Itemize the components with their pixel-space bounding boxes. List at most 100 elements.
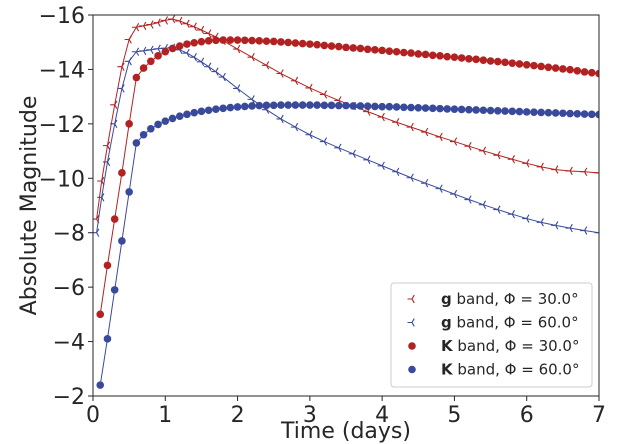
series-3-point xyxy=(168,114,177,123)
series-2-point xyxy=(414,50,423,58)
series-3-point xyxy=(544,108,553,117)
series-0-point xyxy=(182,19,190,28)
series-2-point xyxy=(320,41,329,50)
series-2-point xyxy=(248,36,256,45)
series-2-point xyxy=(436,52,444,60)
series-3-point xyxy=(494,106,502,115)
legend-marker-tri xyxy=(407,294,415,304)
series-0-point-stroke xyxy=(580,167,588,176)
y-axis-label: Absolute Magnitude xyxy=(17,96,42,316)
series-0-point-stroke xyxy=(565,166,573,176)
series-0-point xyxy=(449,137,458,146)
series-0-point-stroke xyxy=(435,132,443,142)
legend-label-text: band, Φ = 60.0° xyxy=(452,314,579,332)
series-2-point xyxy=(349,44,358,52)
series-1-point-stroke xyxy=(363,155,371,164)
series-3-point xyxy=(472,106,480,114)
series-3-point xyxy=(291,101,300,109)
series-2-point xyxy=(580,68,589,76)
series-1-point-stroke xyxy=(102,157,111,167)
series-2-point xyxy=(385,47,394,55)
series-0-point-stroke xyxy=(146,20,154,29)
series-2-point xyxy=(530,61,538,70)
series-3-point xyxy=(559,109,567,118)
series-1-point-stroke xyxy=(507,210,515,219)
series-0-point-stroke xyxy=(493,150,501,160)
series-0-point-stroke xyxy=(182,19,190,28)
series-1-point xyxy=(334,143,342,152)
series-0-point xyxy=(124,35,132,44)
series-0-point xyxy=(261,61,270,70)
series-2-point xyxy=(421,50,430,59)
series-2-point xyxy=(392,47,401,56)
legend-marker-tri-stroke xyxy=(407,294,415,304)
series-2-point xyxy=(284,38,292,47)
series-1-point xyxy=(131,47,140,56)
series-1-point xyxy=(478,200,487,209)
series-1-point-stroke xyxy=(565,223,573,233)
series-0-point xyxy=(536,162,544,172)
x-axis-label: Time (days) xyxy=(280,419,411,444)
series-3-point xyxy=(248,102,256,110)
series-0-point xyxy=(493,150,501,160)
series-1-point xyxy=(522,214,530,223)
series-0-point xyxy=(435,132,443,142)
y-tick-label: −6 xyxy=(53,276,85,301)
series-1-point-stroke xyxy=(377,161,385,170)
series-1-point-stroke xyxy=(153,44,161,53)
legend-marker-circle xyxy=(408,342,416,350)
series-3-point xyxy=(580,110,589,118)
series-1-point-stroke xyxy=(478,200,487,209)
series-2-point xyxy=(175,42,184,50)
series-0-point-stroke xyxy=(102,141,111,150)
series-3-point xyxy=(392,103,401,111)
series-1-point-stroke xyxy=(290,122,299,132)
series-1-point-stroke xyxy=(276,114,284,124)
series-2-point xyxy=(494,57,502,66)
series-3-point xyxy=(436,104,444,113)
series-2-point xyxy=(472,55,480,64)
series-1-point-stroke xyxy=(348,149,356,158)
series-0-point-stroke xyxy=(392,118,400,127)
series-3-point xyxy=(465,105,473,114)
x-tick-label: 2 xyxy=(231,403,245,428)
series-1-point xyxy=(449,189,458,199)
series-3-point xyxy=(428,104,437,113)
series-1-point xyxy=(146,45,154,55)
series-2 xyxy=(96,36,599,319)
series-2-point xyxy=(428,51,437,60)
series-2-point xyxy=(204,37,213,45)
legend-label: K band, Φ = 60.0° xyxy=(441,361,579,379)
series-3-point xyxy=(110,286,119,294)
series-1-point-stroke xyxy=(319,137,328,146)
series-1-point xyxy=(493,205,501,214)
series-1-point-stroke xyxy=(189,52,197,62)
series-2-point xyxy=(363,45,372,54)
series-1-point xyxy=(153,44,161,53)
series-0-point-stroke xyxy=(449,137,458,146)
series-3-point xyxy=(587,110,596,119)
series-2-point xyxy=(457,54,466,62)
series-1-point xyxy=(290,122,299,132)
series-2-point xyxy=(190,38,198,47)
legend-item: g band, Φ = 60.0° xyxy=(407,314,579,332)
series-3-point xyxy=(400,103,408,112)
legend-label-text: band, Φ = 30.0° xyxy=(452,290,579,308)
series-3-point xyxy=(457,105,466,114)
series-3-point xyxy=(537,108,545,117)
series-1-point xyxy=(507,210,515,219)
series-0-point-stroke xyxy=(464,141,472,151)
series-1-point-stroke xyxy=(522,214,530,223)
x-tick-label: 0 xyxy=(86,403,100,428)
series-1-point xyxy=(218,72,226,82)
series-3-point xyxy=(226,103,235,112)
series-3-point xyxy=(147,124,155,133)
series-1-point xyxy=(276,114,284,124)
series-1-point xyxy=(464,195,472,204)
series-3-point xyxy=(320,101,329,110)
series-1-point-stroke xyxy=(110,119,118,129)
series-3-point xyxy=(421,104,430,112)
series-1-point-stroke xyxy=(233,84,241,93)
series-1-point xyxy=(435,184,443,193)
series-1-point-stroke xyxy=(93,228,100,237)
